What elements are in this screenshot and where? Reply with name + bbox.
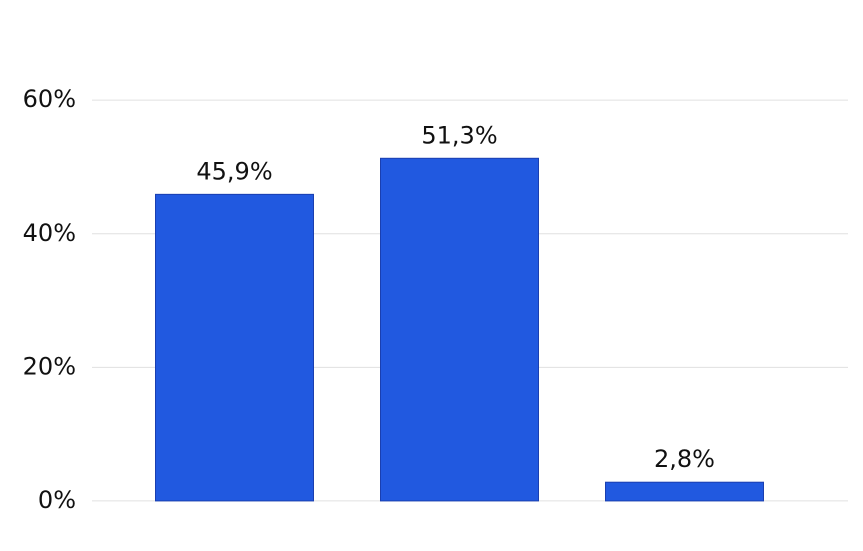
- y-tick-label: 20%: [23, 352, 76, 380]
- value-label: 45,9%: [196, 157, 272, 185]
- y-tick-label: 0%: [38, 486, 76, 514]
- value-label: 2,8%: [654, 445, 715, 473]
- value-label: 51,3%: [421, 121, 497, 149]
- y-tick-label: 60%: [23, 85, 76, 113]
- y-tick-label: 40%: [23, 219, 76, 247]
- bar: [380, 157, 539, 502]
- bar: [155, 193, 314, 502]
- bar: [605, 481, 764, 502]
